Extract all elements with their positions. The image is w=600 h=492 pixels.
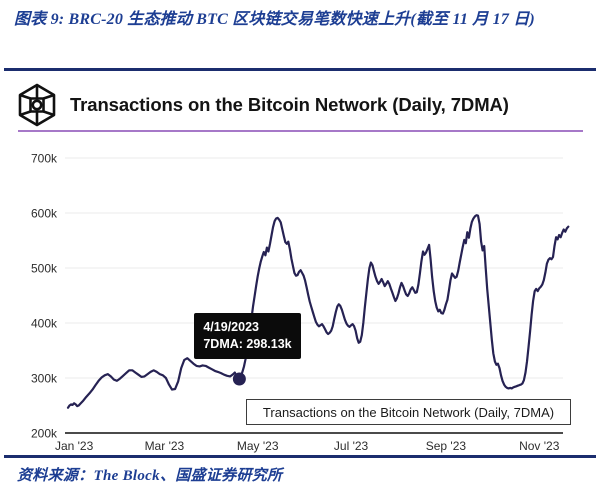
y-axis-label: 700k — [31, 152, 58, 166]
chart-title: Transactions on the Bitcoin Network (Dai… — [70, 94, 509, 115]
tooltip-value: 7DMA: 298.13k — [203, 337, 292, 352]
legend-box: Transactions on the Bitcoin Network (Dai… — [246, 399, 571, 425]
chart-header: Transactions on the Bitcoin Network (Dai… — [17, 83, 509, 127]
the-block-logo-icon — [17, 83, 57, 127]
x-axis-label: Nov '23 — [519, 439, 560, 453]
header-divider — [18, 130, 583, 132]
y-axis-label: 500k — [31, 262, 58, 276]
source-note: 资料来源：The Block、国盛证券研究所 — [17, 468, 283, 484]
y-axis-label: 200k — [31, 427, 58, 441]
tooltip-date: 4/19/2023 — [203, 320, 259, 335]
figure-title: 图表 9: BRC-20 生态推动 BTC 区块链交易笔数快速上升(截至 11 … — [14, 11, 535, 28]
x-axis-label: Jan '23 — [55, 439, 94, 453]
y-axis-label: 300k — [31, 372, 58, 386]
x-axis-label: Sep '23 — [426, 439, 467, 453]
legend-label: Transactions on the Bitcoin Network (Dai… — [262, 404, 555, 420]
chart-canvas[interactable]: 200k 300k 400k 500k 600k 700k Jan '23 Mar '23 Ma… — [0, 140, 600, 455]
top-divider — [4, 68, 596, 71]
y-axis-label: 600k — [31, 207, 58, 221]
marked-point-dot[interactable] — [232, 372, 246, 386]
x-axis-label: Mar '23 — [145, 439, 185, 453]
series-line — [66, 214, 570, 409]
x-axis-label: Jul '23 — [334, 439, 369, 453]
tooltip: 4/19/2023 7DMA: 298.13k — [194, 313, 301, 360]
x-axis-label: May '23 — [237, 439, 279, 453]
bottom-divider — [4, 455, 596, 458]
y-axis-label: 400k — [31, 317, 58, 331]
